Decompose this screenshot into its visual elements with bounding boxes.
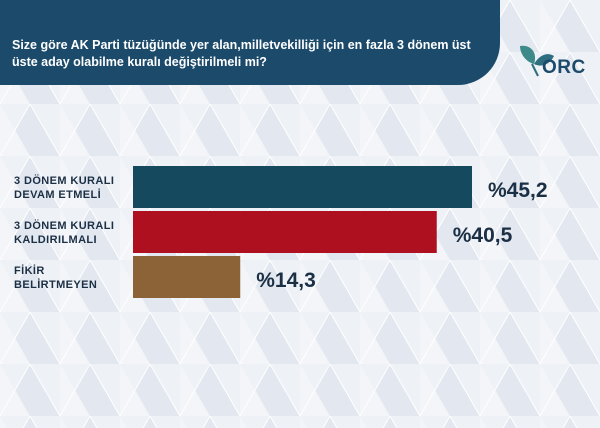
- category-label-2-line-2: KALDIRILMALI: [14, 234, 97, 246]
- value-label-2: %40,5: [453, 224, 513, 247]
- value-label-3: %14,3: [256, 269, 316, 292]
- question-text: Size göre AK Parti tüzüğünde yer alan,mi…: [12, 38, 471, 69]
- category-label-3-line-1: FİKİR: [14, 264, 45, 277]
- bar-1: [133, 166, 472, 208]
- category-label-1-line-1: 3 DÖNEM KURALI: [14, 174, 114, 187]
- category-label-3-line-2: BELİRTMEYEN: [14, 278, 97, 291]
- bar-2: [133, 211, 437, 253]
- bar-3: [133, 256, 241, 298]
- question-banner: [0, 0, 500, 85]
- brand-name: ORC: [542, 57, 586, 78]
- value-label-1: %45,2: [488, 179, 548, 202]
- category-label-1-line-2: DEVAM ETMELİ: [14, 188, 101, 201]
- leaf-logo-icon: [520, 45, 554, 77]
- category-label-2-line-1: 3 DÖNEM KURALI: [14, 219, 114, 232]
